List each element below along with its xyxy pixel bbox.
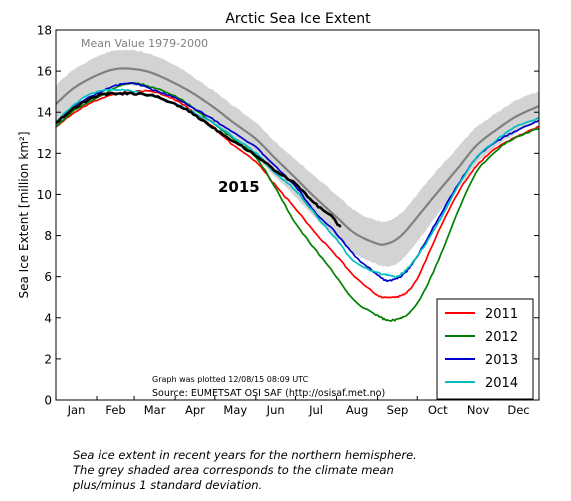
axes: 0 2 4 6 8 10 12 14 16 18 Jan Feb Mar Apr May Jun Jul Aug S… bbox=[37, 24, 540, 417]
legend-label-2014: 2014 bbox=[485, 376, 518, 391]
plot-timestamp-note: Graph was plotted 12/08/15 08:09 UTC bbox=[152, 375, 309, 384]
x-tick-label-jan: Jan bbox=[67, 403, 86, 417]
y-tick-label: 18 bbox=[37, 24, 52, 38]
x-tick-label-may: May bbox=[223, 403, 247, 417]
caption-line-3: plus/minus 1 standard deviation. bbox=[73, 478, 263, 492]
std-dev-band bbox=[56, 49, 539, 267]
chart-title: Arctic Sea Ice Extent bbox=[225, 11, 371, 27]
legend-label-2013: 2013 bbox=[485, 353, 518, 368]
series-line-2013 bbox=[55, 82, 540, 283]
source-note: Source: EUMETSAT OSI SAF (http://osisaf.… bbox=[152, 388, 385, 399]
mean-value-label: Mean Value 1979-2000 bbox=[81, 37, 208, 50]
figure-caption: Sea ice extent in recent years for the n… bbox=[73, 448, 553, 493]
plot-area bbox=[55, 49, 540, 323]
caption-line-2: The grey shaded area corresponds to the … bbox=[73, 463, 394, 477]
y-tick-label: 16 bbox=[37, 65, 52, 79]
legend-label-2011: 2011 bbox=[485, 307, 518, 322]
series-line-2012 bbox=[55, 82, 540, 323]
y-tick-label: 0 bbox=[44, 394, 52, 408]
y-tick-label: 6 bbox=[44, 270, 52, 284]
series-line-2011 bbox=[55, 89, 539, 299]
y-tick-label: 4 bbox=[44, 311, 52, 325]
x-tick-label-apr: Apr bbox=[185, 403, 205, 417]
mean-line bbox=[55, 67, 540, 246]
plot-frame bbox=[55, 29, 540, 401]
y-tick-label: 12 bbox=[37, 147, 52, 161]
x-tick-label-dec: Dec bbox=[507, 403, 529, 417]
x-tick-label-jul: Jul bbox=[308, 403, 323, 417]
legend: 2011 2012 2013 2014 bbox=[436, 298, 534, 400]
current-year-label: 2015 bbox=[218, 178, 260, 196]
x-tick-label-nov: Nov bbox=[467, 403, 490, 417]
legend-label-2012: 2012 bbox=[485, 330, 518, 345]
y-tick-label: 10 bbox=[37, 188, 52, 202]
y-tick-label: 14 bbox=[37, 106, 52, 120]
sea-ice-chart: Arctic Sea Ice Extent Sea Ice Extent [mi… bbox=[17, 11, 540, 417]
x-tick-label-aug: Aug bbox=[346, 403, 368, 417]
x-tick-label-mar: Mar bbox=[144, 403, 166, 417]
x-tick-label-feb: Feb bbox=[105, 403, 125, 417]
x-tick-label-jun: Jun bbox=[266, 403, 285, 417]
x-tick-label-sep: Sep bbox=[387, 403, 409, 417]
caption-line-1: Sea ice extent in recent years for the n… bbox=[73, 448, 417, 462]
y-axis-label: Sea Ice Extent [million km²] bbox=[17, 132, 31, 299]
x-tick-label-oct: Oct bbox=[428, 403, 448, 417]
series-line-2015 bbox=[55, 91, 342, 228]
y-tick-label: 8 bbox=[44, 229, 52, 243]
y-tick-label: 2 bbox=[44, 352, 52, 366]
